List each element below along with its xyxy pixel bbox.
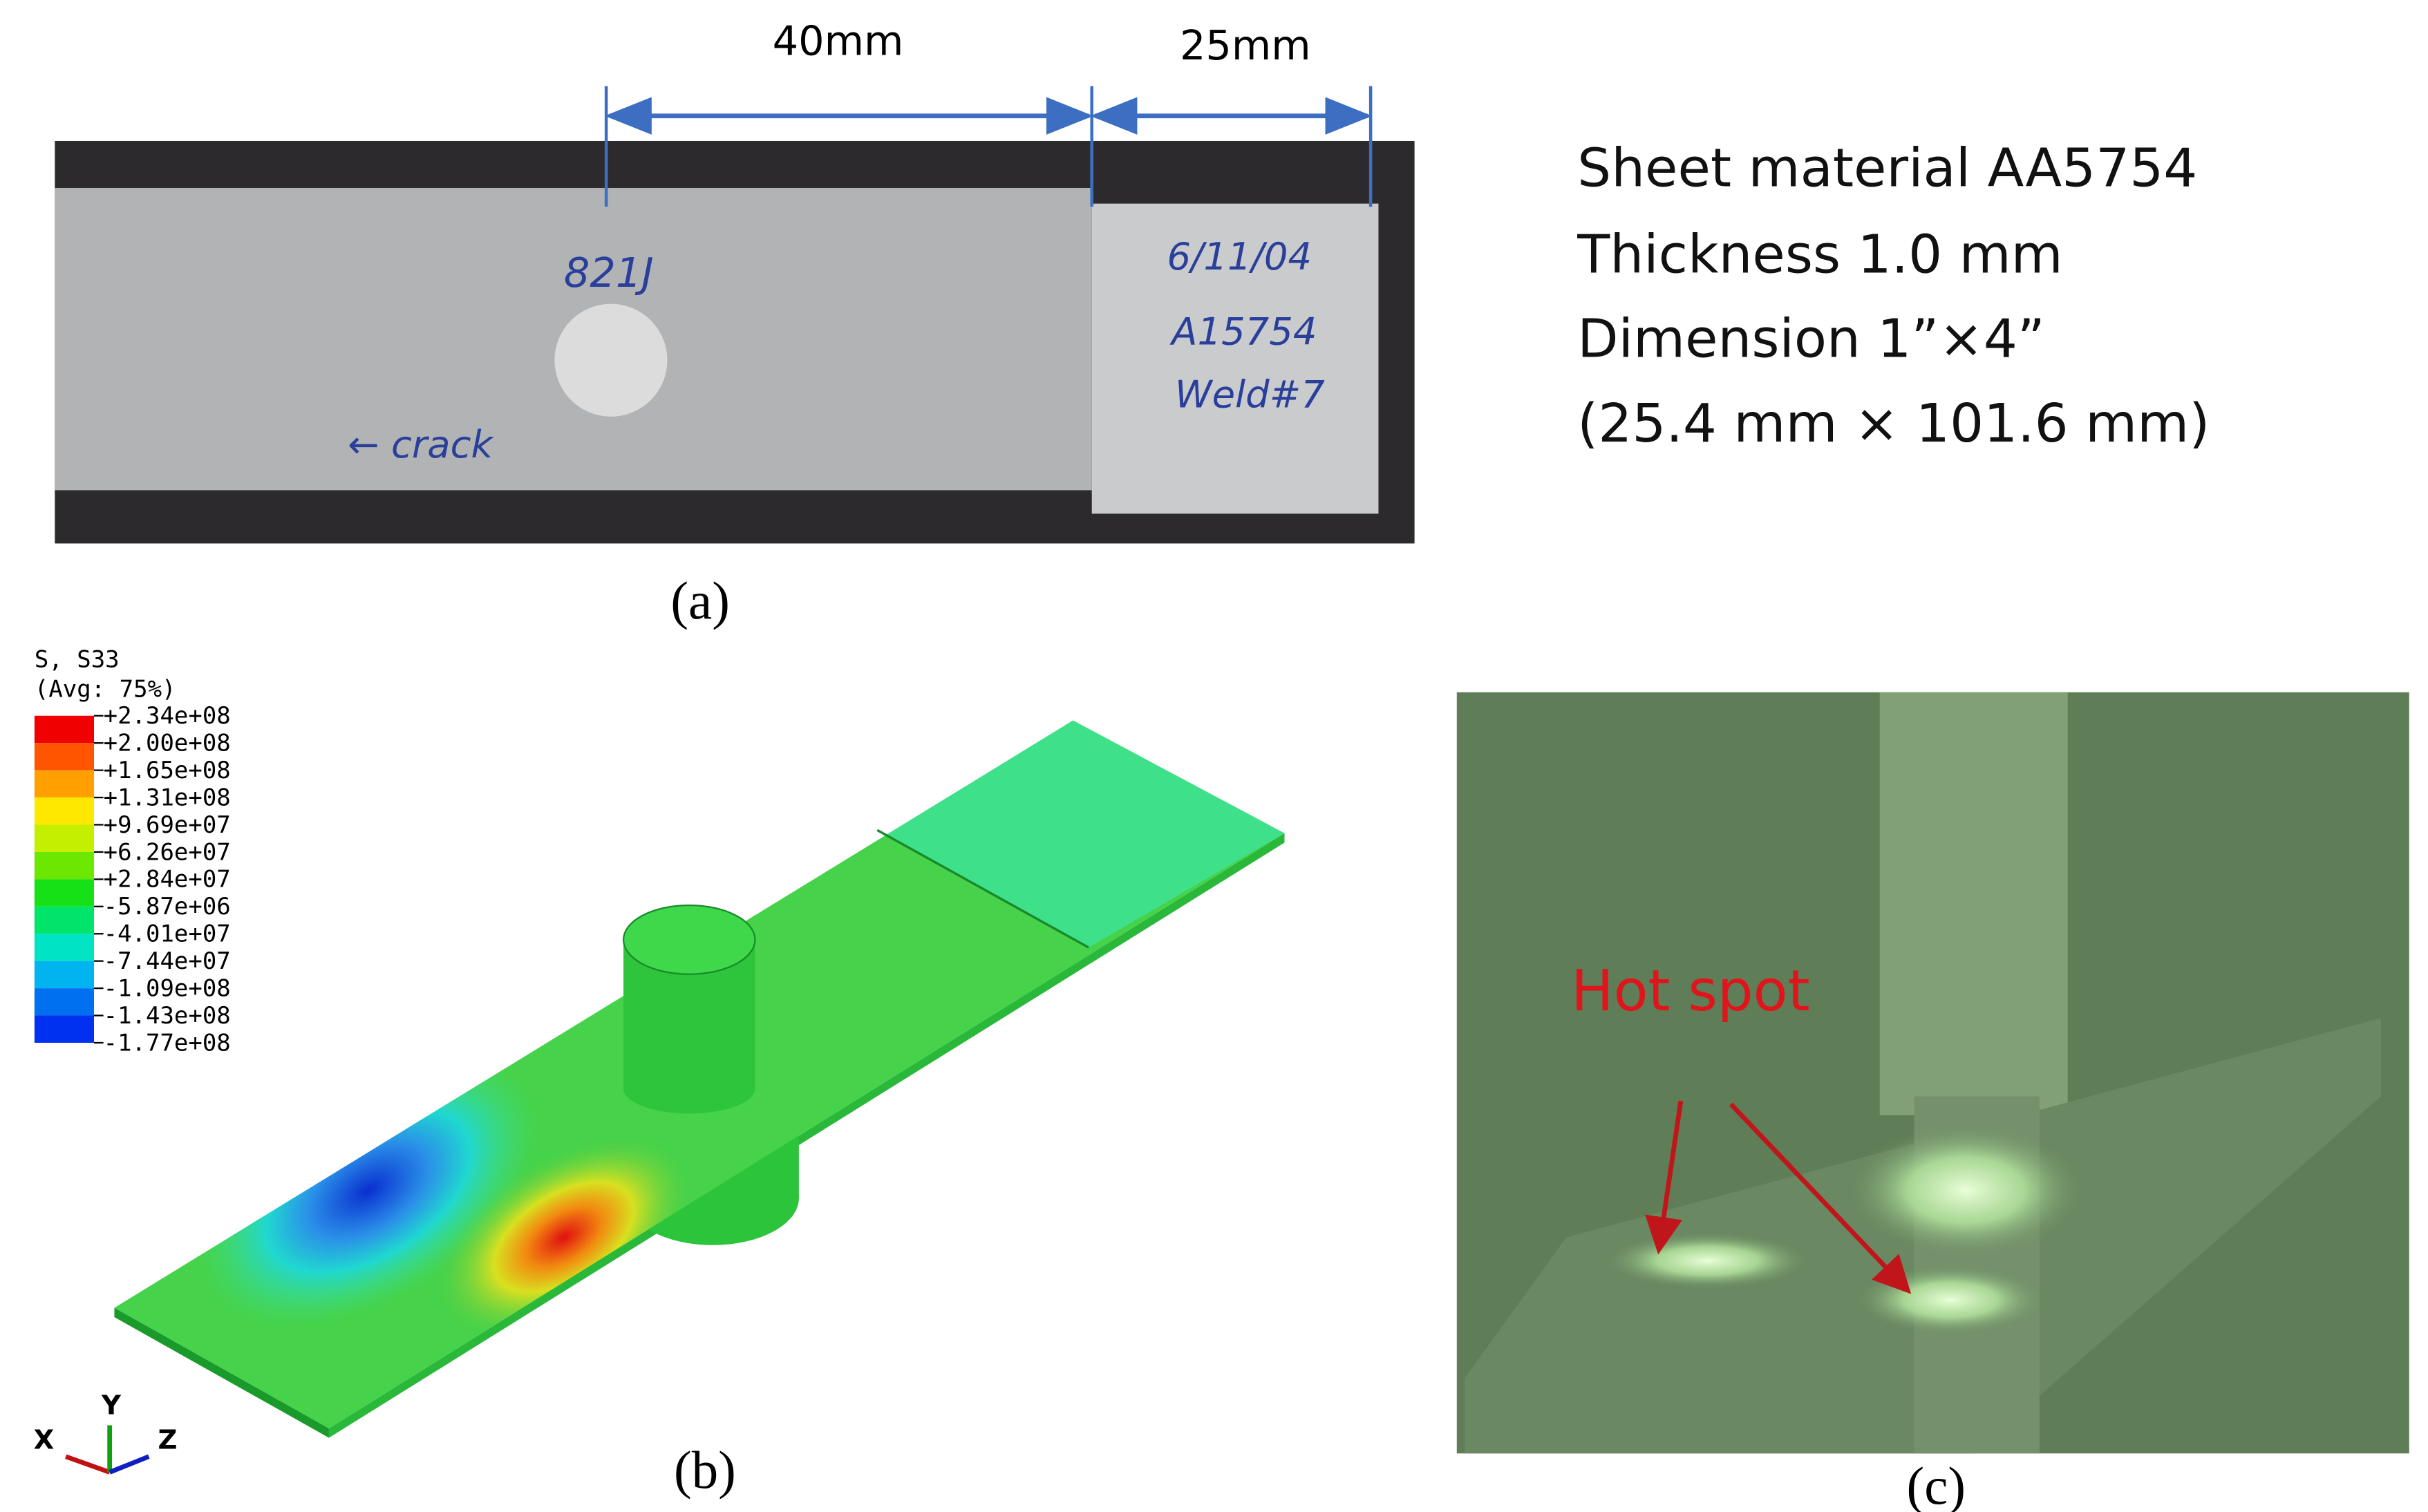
info-line: (25.4 mm × 101.6 mm) xyxy=(1577,393,2210,455)
plate-edge xyxy=(328,833,1285,1438)
handwriting: ← crack xyxy=(348,423,494,466)
axis-label: Y xyxy=(101,1390,122,1421)
electrode-top xyxy=(622,904,756,975)
weld-spot xyxy=(554,303,668,417)
glow xyxy=(1606,1232,1809,1289)
info-line: Thickness 1.0 mm xyxy=(1577,223,2062,285)
caption: (c) xyxy=(1907,1456,1966,1512)
legend-swatch xyxy=(34,851,95,880)
legend-label: -1.43e+08 xyxy=(104,1002,231,1030)
panel-c: Hot spot (c) xyxy=(1456,692,2409,1512)
legend-swatch xyxy=(34,906,95,934)
arrow xyxy=(1729,1102,1912,1294)
handwriting: Weld#7 xyxy=(1175,372,1325,416)
legend-label: +6.26e+07 xyxy=(104,838,231,866)
legend-label: +2.34e+08 xyxy=(104,702,231,730)
caption: (a) xyxy=(670,571,730,630)
dimension-label: 25mm xyxy=(1180,21,1311,69)
axis-triad xyxy=(65,1454,111,1475)
legend-swatch xyxy=(34,961,95,989)
legend-label: -5.87e+06 xyxy=(104,893,231,920)
legend-swatch xyxy=(34,770,95,798)
plate-seam xyxy=(876,829,1090,949)
plate-edge xyxy=(114,1307,329,1438)
handwriting: A15754 xyxy=(1169,310,1317,354)
legend-swatch xyxy=(34,879,95,907)
legend-label: +1.65e+08 xyxy=(104,757,231,784)
dimension-label: 40mm xyxy=(773,17,904,64)
legend-label: -1.77e+08 xyxy=(104,1029,231,1057)
legend-swatch xyxy=(34,988,95,1016)
legend-title: S, S33 xyxy=(35,645,120,673)
handwriting: 821J xyxy=(564,249,654,296)
annotation: Hot spot xyxy=(1571,958,1809,1024)
legend-label: +2.00e+08 xyxy=(104,730,231,757)
legend-swatch xyxy=(34,715,95,744)
handwriting: 6/11/04 xyxy=(1167,235,1312,278)
sheet-right xyxy=(1091,203,1379,514)
panel-b: S, S33 (Avg: 75%) X Y Z (b) +2.34e+08+2.… xyxy=(34,645,1285,1500)
legend-label: -4.01e+07 xyxy=(104,920,231,948)
electrode xyxy=(1879,692,2068,1115)
glow xyxy=(1856,1265,2044,1334)
legend-label: -7.44e+07 xyxy=(104,947,231,975)
info-line: Sheet material AA5754 xyxy=(1577,138,2197,200)
glow xyxy=(1848,1124,2084,1256)
legend-swatch xyxy=(34,824,95,852)
panel-a: 40mm 25mm 821J 6/11/04 A15754 Weld#7 ← c… xyxy=(55,17,2210,630)
axis-label: X xyxy=(34,1424,55,1455)
legend-swatch xyxy=(34,743,95,771)
electrode-upper xyxy=(623,1063,755,1114)
legend-swatch xyxy=(34,797,95,825)
legend-label: +1.31e+08 xyxy=(104,784,231,811)
legend-swatch xyxy=(34,1015,95,1043)
legend-swatch xyxy=(34,934,95,961)
caption: (b) xyxy=(674,1440,736,1500)
legend-label: -1.09e+08 xyxy=(104,974,231,1002)
legend-label: +2.84e+07 xyxy=(104,866,231,894)
axis-triad xyxy=(109,1454,150,1475)
arrow xyxy=(1645,1100,1684,1255)
legend-subtitle: (Avg: 75%) xyxy=(35,676,176,703)
axis-label: Z xyxy=(158,1424,178,1455)
info-line: Dimension 1”×4” xyxy=(1577,308,2044,370)
legend-label: +9.69e+07 xyxy=(104,811,231,839)
